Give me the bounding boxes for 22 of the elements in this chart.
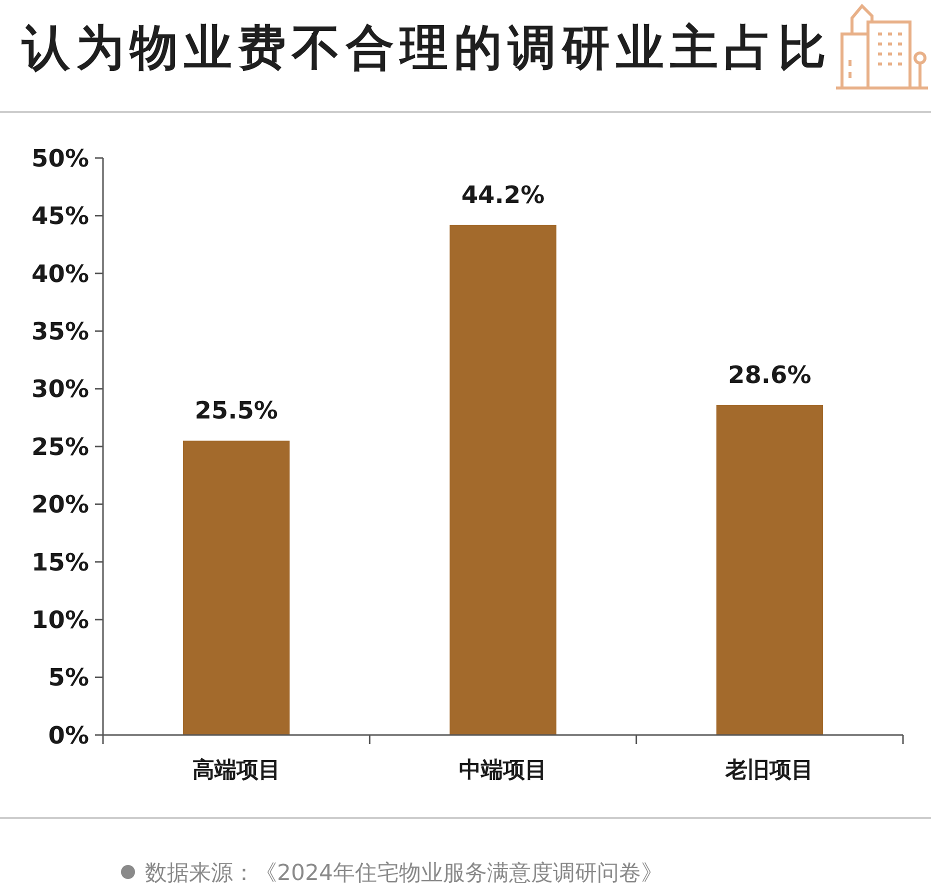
y-tick-label: 45% <box>32 202 89 230</box>
x-tick-label: 老旧项目 <box>724 758 814 783</box>
y-tick-label: 40% <box>32 260 89 288</box>
y-tick-label: 0% <box>48 721 89 750</box>
x-tick-label: 高端项目 <box>192 757 280 783</box>
y-tick-label: 5% <box>48 664 89 692</box>
bar <box>183 440 290 735</box>
y-tick-label: 10% <box>32 606 89 634</box>
y-tick-label: 25% <box>32 432 89 461</box>
bar <box>716 404 823 735</box>
data-label: 44.2% <box>461 180 545 209</box>
chart-title: 认为物业费不合理的调研业主占比 <box>21 20 832 76</box>
y-tick-label: 20% <box>32 490 89 519</box>
bar <box>450 224 556 735</box>
y-tick-label: 15% <box>32 548 89 576</box>
x-tick-label: 中端项目 <box>459 758 547 783</box>
data-label: 25.5% <box>194 396 278 425</box>
data-label: 28.6% <box>728 360 812 389</box>
source-note: 数据来源：《2024年住宅物业服务满意度调研问卷》 <box>145 861 663 885</box>
y-tick-label: 50% <box>32 144 89 172</box>
y-tick-label: 30% <box>32 375 89 404</box>
y-tick-label: 35% <box>32 318 89 346</box>
